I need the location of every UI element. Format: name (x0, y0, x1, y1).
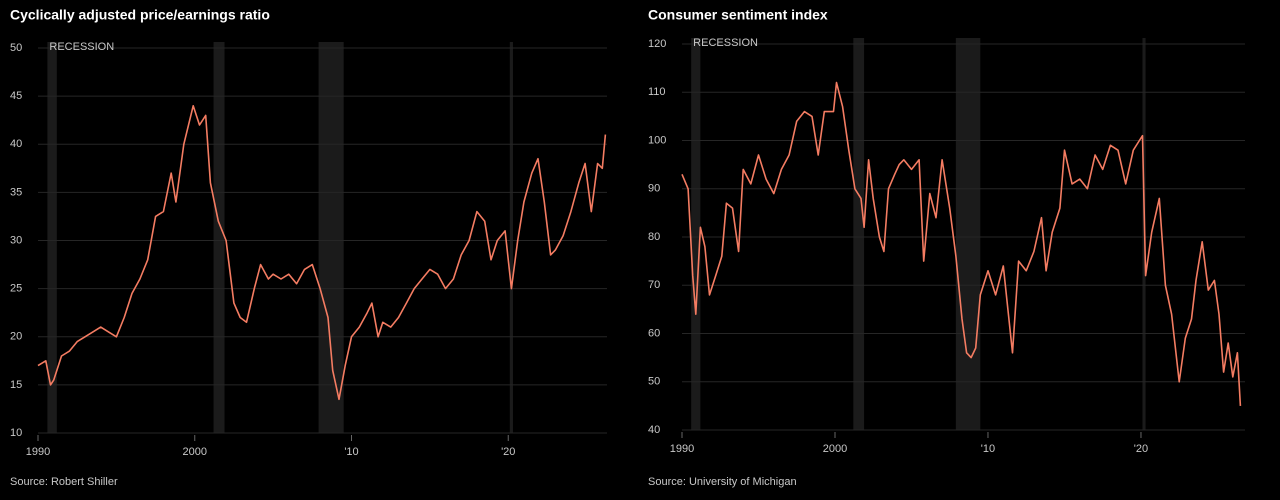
y-tick-label: 50 (10, 42, 22, 54)
data-line (37, 105, 607, 401)
y-tick-label: 20 (10, 331, 22, 343)
y-tick-label: 40 (648, 424, 660, 436)
y-tick-label: 35 (10, 186, 22, 198)
y-tick-label: 100 (648, 134, 666, 146)
source: Source: University of Michigan (648, 476, 797, 488)
y-tick-label: 60 (648, 327, 660, 339)
y-tick-label: 70 (648, 279, 660, 291)
chart-title: Cyclically adjusted price/earnings ratio (10, 7, 270, 23)
y-tick-label: 10 (10, 427, 22, 439)
x-tick-label: 1990 (670, 443, 694, 455)
y-tick-label: 15 (10, 379, 22, 391)
x-tick-label: 1990 (26, 446, 50, 458)
chart-title: Consumer sentiment index (648, 7, 828, 23)
data-line (681, 81, 1242, 406)
recession-band (318, 42, 344, 433)
x-tick-label: 2000 (823, 443, 847, 455)
y-tick-label: 90 (648, 183, 660, 195)
recession-label: RECESSION (49, 41, 114, 53)
x-tick-label: 2000 (183, 446, 207, 458)
y-tick-label: 50 (648, 376, 660, 388)
x-tick-label: '10 (344, 446, 358, 458)
y-tick-label: 25 (10, 283, 22, 295)
recession-band (955, 38, 981, 430)
recession-band (691, 38, 701, 430)
y-tick-label: 80 (648, 231, 660, 243)
recession-band (509, 42, 513, 433)
source: Source: Robert Shiller (10, 476, 118, 488)
y-tick-label: 30 (10, 234, 22, 246)
y-tick-label: 120 (648, 38, 666, 50)
recession-label: RECESSION (693, 37, 758, 49)
x-tick-label: '20 (501, 446, 515, 458)
y-tick-label: 45 (10, 90, 22, 102)
recession-band (213, 42, 225, 433)
recession-band (47, 42, 57, 433)
x-tick-label: '10 (981, 443, 995, 455)
x-tick-label: '20 (1134, 443, 1148, 455)
recession-band (853, 38, 865, 430)
y-tick-label: 40 (10, 138, 22, 150)
y-tick-label: 110 (648, 86, 666, 98)
